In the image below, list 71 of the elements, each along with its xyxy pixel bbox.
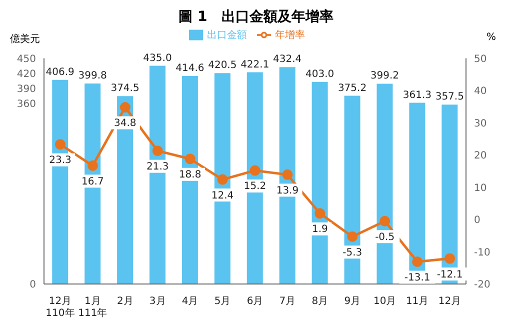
y2-tick-label: -20 <box>474 280 490 291</box>
data-label: 361.3 <box>402 90 432 101</box>
legend-label: 年增率 <box>275 30 305 41</box>
y2-axis-title: % <box>486 32 496 43</box>
point <box>87 160 98 171</box>
data-label: 406.9 <box>46 66 74 78</box>
data-label: 357.5 <box>435 92 464 103</box>
data-label: 34.8 <box>114 118 136 130</box>
data-label: 12.4 <box>211 190 234 202</box>
point <box>380 216 390 226</box>
data-label: 414.6 <box>176 63 204 74</box>
x-tick-label: 9月 <box>344 296 361 307</box>
data-label: 23.3 <box>49 155 72 166</box>
point <box>444 253 456 264</box>
point <box>282 169 293 180</box>
point <box>152 146 163 156</box>
data-label: 375.2 <box>338 82 367 94</box>
data-label: 18.8 <box>178 170 202 181</box>
point <box>347 231 358 242</box>
y2-tick-label: 50 <box>474 54 487 65</box>
point <box>217 174 228 185</box>
data-label: 16.7 <box>82 176 104 188</box>
x-tick-label: 2月 <box>116 296 134 307</box>
y2-tick-label: 20 <box>474 150 487 162</box>
data-label: 21.3 <box>146 162 169 173</box>
y2-tick-label: 10 <box>474 182 487 194</box>
data-label: -13.1 <box>404 272 430 284</box>
data-label: 420.5 <box>208 60 237 72</box>
data-label: -5.3 <box>342 247 362 258</box>
data-label: 422.1 <box>240 59 270 70</box>
y-axis-title: 億美元 <box>10 32 40 46</box>
y2-tick-label: 40 <box>474 86 487 98</box>
x-tick-label: 7月 <box>279 296 296 307</box>
data-label: 1.9 <box>312 224 328 236</box>
data-label: 399.8 <box>78 70 107 82</box>
point <box>120 102 130 113</box>
legend-label: 出口金額 <box>207 30 247 41</box>
bar <box>344 96 360 284</box>
chart-title: 圖 1 出口金額及年增率 <box>178 8 334 27</box>
point <box>54 139 66 150</box>
y-tick-label: 360 <box>16 98 36 110</box>
point <box>250 165 260 176</box>
x-tick-label: 8月 <box>312 296 328 307</box>
data-label: 13.9 <box>276 185 299 196</box>
data-label: 432.4 <box>273 54 302 66</box>
y-tick-label: 450 <box>16 54 36 65</box>
y2-tick-label: -10 <box>474 247 490 258</box>
point <box>412 256 423 267</box>
data-label: 403.0 <box>305 68 334 80</box>
data-label: 435.0 <box>143 52 172 64</box>
x-tick-label: 1月 111年 <box>78 296 108 319</box>
x-tick-label: 11月 <box>406 296 429 307</box>
y-tick-label: 390 <box>16 84 36 95</box>
x-tick-label: 12月 110年 <box>46 296 75 319</box>
y2-tick-label: 30 <box>474 118 487 130</box>
data-label: 15.2 <box>244 181 266 192</box>
x-tick-label: 5月 <box>214 296 231 307</box>
point <box>314 208 326 219</box>
x-tick-label: 3月 <box>149 296 166 307</box>
x-tick-label: 6月 <box>246 296 264 307</box>
y-tick-label: 420 <box>16 68 36 80</box>
x-tick-label: 10月 <box>373 296 396 307</box>
y-tick-label: 0 <box>30 280 36 291</box>
point <box>184 154 196 164</box>
data-label: 399.2 <box>370 70 400 82</box>
data-label: -12.1 <box>436 269 463 280</box>
y2-tick-label: 0 <box>474 215 480 226</box>
data-label: 374.5 <box>110 83 140 94</box>
x-tick-label: 12月 <box>438 296 462 307</box>
x-tick-label: 4月 <box>182 296 198 307</box>
data-label: -0.5 <box>375 232 395 243</box>
